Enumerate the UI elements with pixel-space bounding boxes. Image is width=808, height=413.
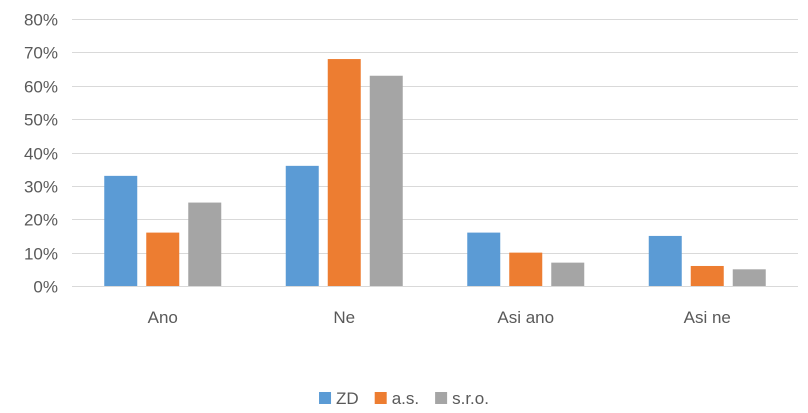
bar-asi-ano-as xyxy=(509,252,543,286)
bar-asi-ne-as xyxy=(690,265,724,286)
y-tick-label: 50% xyxy=(24,111,58,130)
legend-swatch xyxy=(435,392,448,404)
bar-ne-as xyxy=(327,59,361,286)
bar-asi-ne-sro xyxy=(732,269,766,286)
y-tick-label: 30% xyxy=(24,178,58,197)
y-tick-label: 60% xyxy=(24,78,58,97)
legend-swatch xyxy=(319,392,332,404)
bar-ano-sro xyxy=(188,202,222,286)
y-tick-label: 10% xyxy=(24,245,58,264)
bar-asi-ne-zd xyxy=(648,235,682,286)
bar-ne-zd xyxy=(285,165,319,286)
legend-swatch xyxy=(374,392,387,404)
bar-asi-ano-zd xyxy=(467,232,501,286)
x-category-label: Ano xyxy=(148,308,178,327)
bar-ne-sro xyxy=(369,75,403,286)
x-category-label: Asi ano xyxy=(497,308,554,327)
x-category-label: Asi ne xyxy=(684,308,731,327)
y-tick-label: 0% xyxy=(33,278,58,297)
bar-ano-as xyxy=(146,232,180,286)
bars xyxy=(104,59,766,286)
y-tick-label: 70% xyxy=(24,44,58,63)
bar-asi-ano-sro xyxy=(551,262,585,286)
x-axis-category-labels: Ano Ne Asi ano Asi ne xyxy=(148,308,731,327)
bar-ano-zd xyxy=(104,175,138,286)
legend: ZD a.s. s.r.o. xyxy=(319,389,489,408)
legend-label: a.s. xyxy=(392,389,419,408)
grid-lines xyxy=(72,19,798,287)
legend-label: ZD xyxy=(336,389,359,408)
legend-label: s.r.o. xyxy=(452,389,489,408)
y-axis-tick-labels: 0% 10% 20% 30% 40% 50% 60% 70% 80% xyxy=(24,11,58,297)
y-tick-label: 20% xyxy=(24,211,58,230)
y-tick-label: 80% xyxy=(24,11,58,30)
y-tick-label: 40% xyxy=(24,145,58,164)
x-category-label: Ne xyxy=(333,308,355,327)
